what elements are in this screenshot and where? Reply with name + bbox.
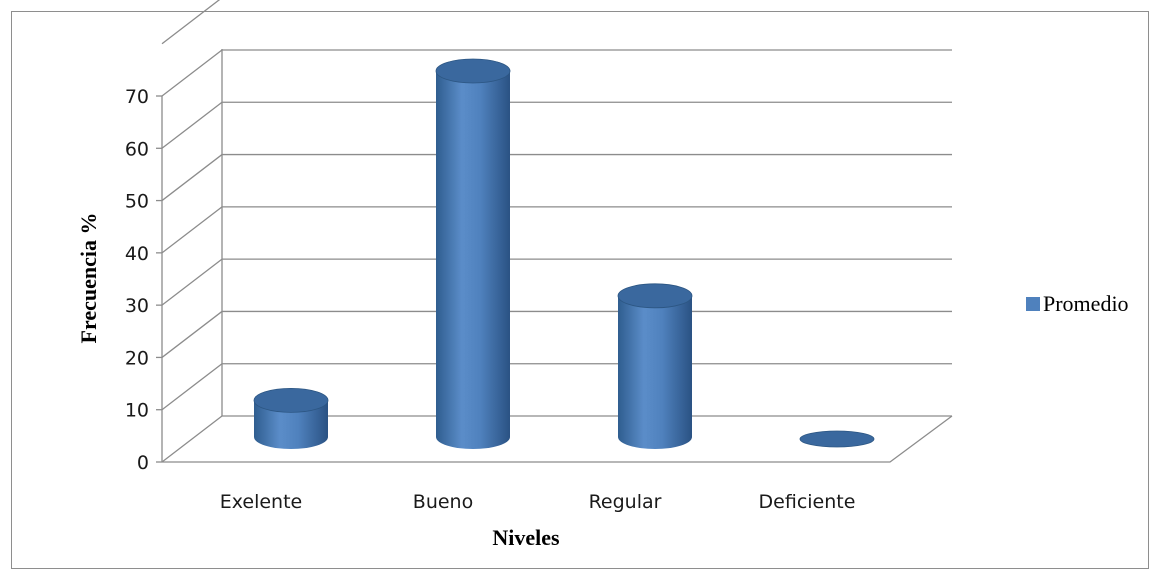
x-tick-label: Exelente: [220, 491, 303, 513]
bar-deficiente: [799, 430, 875, 448]
y-axis-title: Frecuencia %: [76, 213, 101, 344]
floor-edge: [162, 415, 953, 463]
bar-top: [253, 387, 329, 413]
x-tick-label: Deficiente: [759, 491, 856, 513]
bar-exelente: [253, 387, 329, 449]
bar-top: [799, 430, 875, 448]
gridline-diagonal: [161, 415, 223, 463]
bar-body: [618, 295, 692, 449]
y-tick-label: 30: [125, 295, 149, 317]
y-tick-label: 0: [137, 452, 149, 474]
y-tick-label: 70: [125, 86, 149, 108]
bar-body: [436, 71, 510, 449]
x-tick-label: Bueno: [413, 491, 473, 513]
bar-top: [435, 58, 511, 84]
y-tick-label: 40: [125, 243, 149, 265]
gridline-diagonal: [161, 101, 223, 149]
y-tick-label: 60: [125, 138, 149, 160]
gridline-diagonal: [161, 258, 223, 306]
x-axis-categories: Exelente Bueno Regular Deficiente: [220, 491, 856, 513]
bar-regular: [617, 283, 693, 449]
chart-frame: [11, 11, 1149, 569]
bar-bueno: [435, 58, 511, 449]
gridlines: [161, 0, 953, 463]
y-tick-label: 50: [125, 191, 149, 213]
gridline-diagonal: [161, 154, 223, 202]
bar-top: [617, 283, 693, 309]
bars: [253, 58, 875, 449]
y-tick-label: 10: [125, 400, 149, 422]
legend: Promedio: [1026, 291, 1129, 316]
legend-swatch: [1026, 297, 1040, 311]
gridline-diagonal: [161, 206, 223, 254]
x-axis-title: Niveles: [492, 525, 560, 550]
y-axis-ticks: 0 10 20 30 40 50 60 70: [125, 86, 162, 474]
bar-body: [254, 400, 328, 449]
gridline-diagonal: [161, 310, 223, 358]
gridline-diagonal: [161, 49, 223, 97]
x-tick-label: Regular: [589, 491, 662, 513]
legend-label: Promedio: [1043, 291, 1129, 316]
gridline-diagonal: [161, 0, 221, 45]
y-tick-label: 20: [125, 347, 149, 369]
gridline-diagonal: [161, 363, 223, 411]
